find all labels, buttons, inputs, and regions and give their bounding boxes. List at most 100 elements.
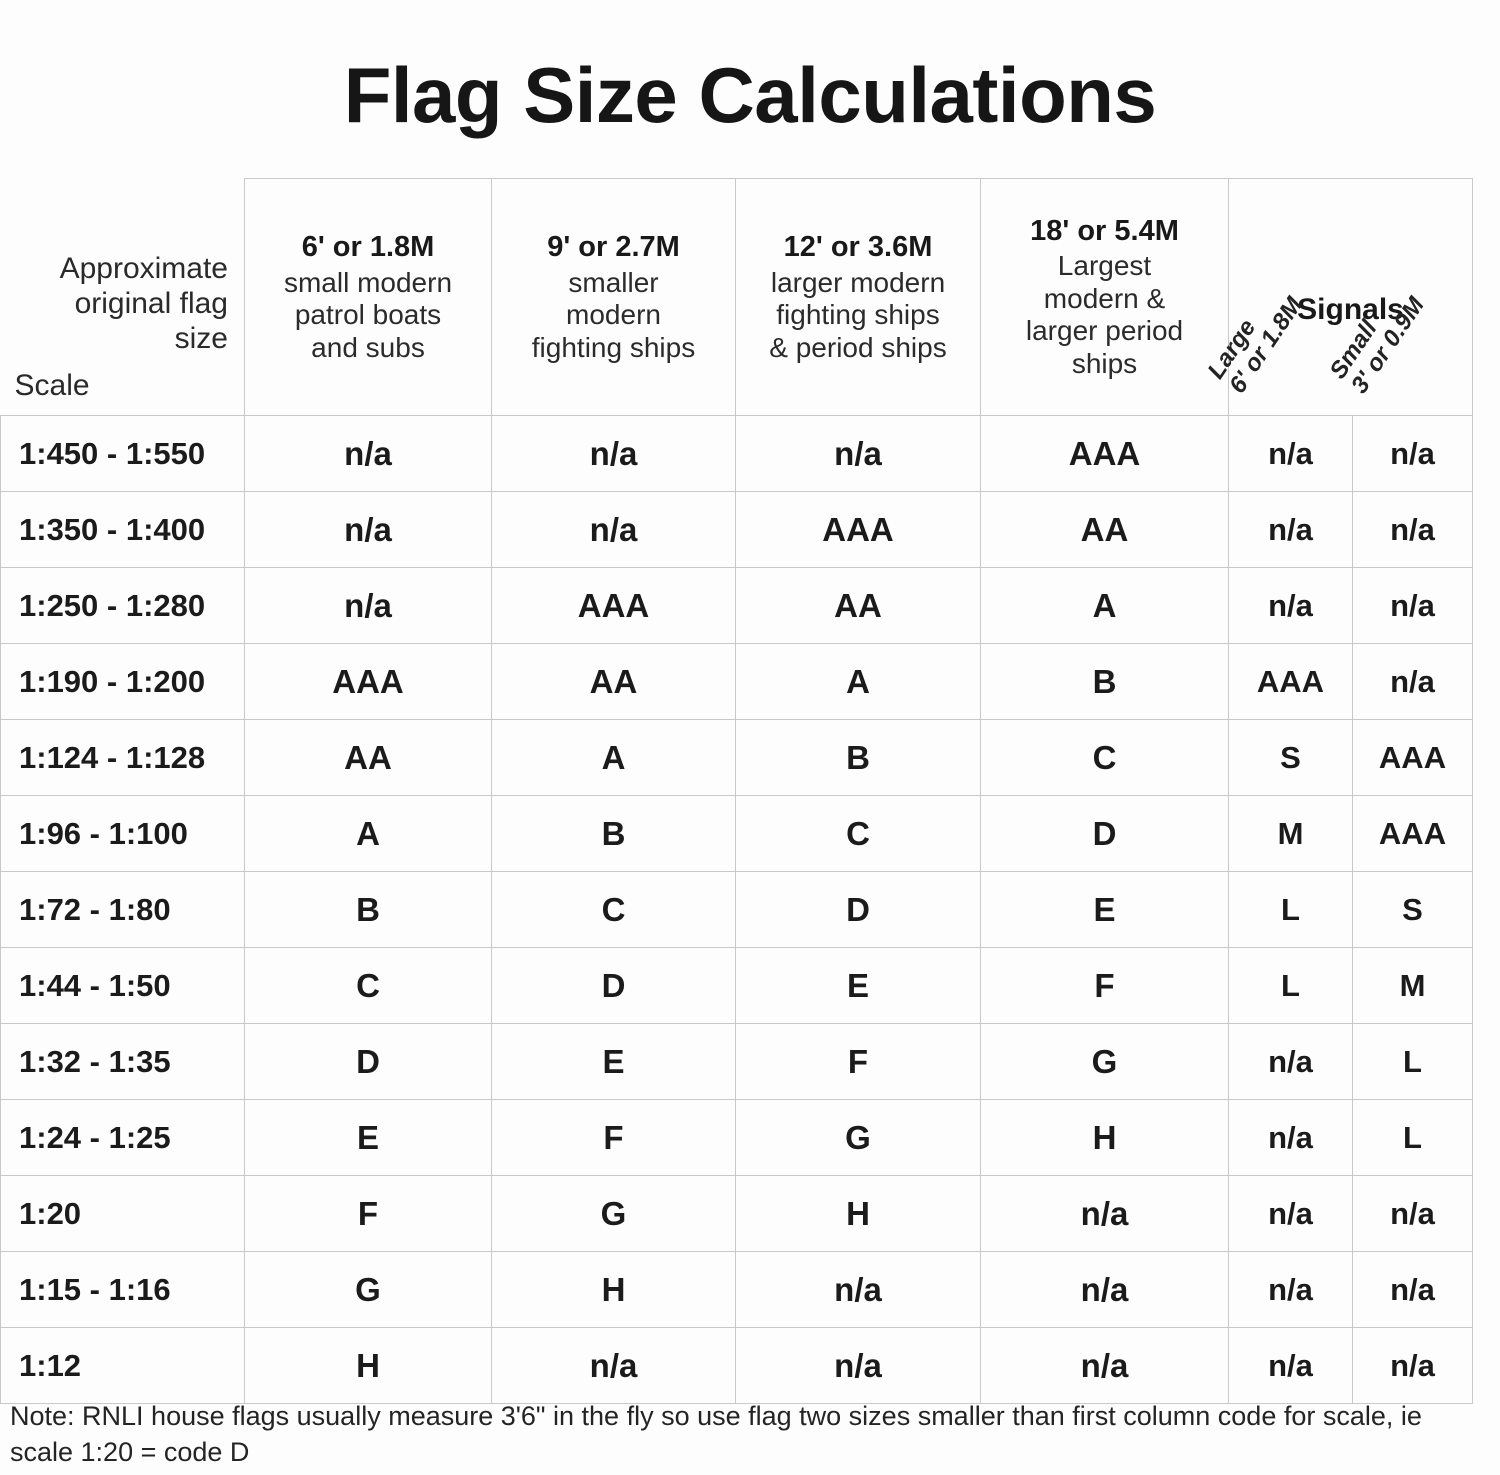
cell-signal-small: L bbox=[1351, 1023, 1474, 1100]
cell-signal-small: n/a bbox=[1351, 491, 1474, 568]
cell-12ft: E bbox=[735, 947, 981, 1024]
cell-6ft: AAA bbox=[244, 643, 492, 720]
cell-18ft: H bbox=[980, 1099, 1229, 1176]
corner-heading: Approximate original flag size bbox=[1, 237, 228, 356]
cell-signal-small: n/a bbox=[1351, 415, 1474, 492]
cell-9ft: D bbox=[491, 947, 736, 1024]
desc-line: smaller bbox=[568, 266, 659, 298]
cell-18ft: G bbox=[980, 1023, 1229, 1100]
cell-6ft: n/a bbox=[244, 567, 492, 644]
cell-scale: 1:96 - 1:100 bbox=[0, 795, 245, 872]
cell-6ft: n/a bbox=[244, 415, 492, 492]
cell-scale: 1:450 - 1:550 bbox=[0, 415, 245, 492]
cell-12ft: C bbox=[735, 795, 981, 872]
desc-line: modern bbox=[566, 299, 661, 331]
cell-signal-large: n/a bbox=[1228, 1251, 1353, 1328]
cell-signal-small: AAA bbox=[1351, 795, 1474, 872]
table-row: 1:44 - 1:50 C D E F L M bbox=[0, 947, 1474, 1024]
desc-line: ships bbox=[1071, 347, 1138, 379]
cell-scale: 1:124 - 1:128 bbox=[0, 719, 245, 796]
cell-scale: 1:190 - 1:200 bbox=[0, 643, 245, 720]
table-row: 1:190 - 1:200 AAA AA A B AAA n/a bbox=[0, 643, 1474, 720]
corner-header: Approximate original flag size Scale bbox=[0, 178, 245, 416]
desc-line: Largest bbox=[1057, 250, 1152, 282]
cell-signal-large: S bbox=[1228, 719, 1353, 796]
page-title: Flag Size Calculations bbox=[343, 51, 1157, 139]
cell-signal-large: n/a bbox=[1228, 1327, 1353, 1404]
cell-6ft: AA bbox=[244, 719, 492, 796]
cell-12ft: AAA bbox=[735, 491, 981, 568]
cell-signal-large: n/a bbox=[1228, 491, 1353, 568]
cell-18ft: C bbox=[980, 719, 1229, 796]
cell-6ft: n/a bbox=[244, 491, 492, 568]
cell-18ft: AA bbox=[980, 491, 1229, 568]
column-header-18ft-size: 18' or 5.4M bbox=[1030, 214, 1179, 247]
cell-scale: 1:15 - 1:16 bbox=[0, 1251, 245, 1328]
column-header-9ft: 9' or 2.7M smaller modern fighting ships bbox=[491, 178, 736, 416]
column-header-9ft-desc: smaller modern fighting ships bbox=[498, 267, 729, 364]
cell-9ft: AA bbox=[491, 643, 736, 720]
cell-scale: 1:20 bbox=[0, 1175, 245, 1252]
corner-heading-line-3: size bbox=[174, 322, 228, 356]
desc-line: modern & bbox=[1043, 282, 1166, 314]
cell-12ft: A bbox=[735, 643, 981, 720]
cell-9ft: B bbox=[491, 795, 736, 872]
cell-18ft: n/a bbox=[980, 1251, 1229, 1328]
cell-12ft: n/a bbox=[735, 1251, 981, 1328]
cell-scale: 1:32 - 1:35 bbox=[0, 1023, 245, 1100]
cell-12ft: H bbox=[735, 1175, 981, 1252]
signals-title: Signals bbox=[1297, 293, 1404, 326]
table-row: 1:350 - 1:400 n/a n/a AAA AA n/a n/a bbox=[0, 491, 1474, 568]
column-header-12ft: 12' or 3.6M larger modern fighting ships… bbox=[735, 178, 981, 416]
corner-heading-line-1: Approximate bbox=[59, 252, 228, 286]
desc-line: & period ships bbox=[769, 331, 947, 363]
desc-line: fighting ships bbox=[531, 331, 696, 363]
cell-signal-small: n/a bbox=[1351, 1327, 1474, 1404]
cell-12ft: D bbox=[735, 871, 981, 948]
column-header-18ft-desc: Largest modern & larger period ships bbox=[987, 250, 1222, 380]
cell-scale: 1:24 - 1:25 bbox=[0, 1099, 245, 1176]
scale-axis-label: Scale bbox=[14, 369, 90, 402]
desc-line: fighting ships bbox=[776, 299, 940, 331]
cell-9ft: F bbox=[491, 1099, 736, 1176]
table-header: Approximate original flag size Scale 6' … bbox=[0, 178, 1474, 416]
cell-signal-large: n/a bbox=[1228, 1023, 1353, 1100]
desc-line: patrol boats bbox=[294, 299, 442, 331]
cell-signal-large: n/a bbox=[1228, 567, 1353, 644]
cell-18ft: n/a bbox=[980, 1327, 1229, 1404]
cell-signal-large: M bbox=[1228, 795, 1353, 872]
signals-small-label: Small 3' or 0.9M bbox=[1324, 278, 1430, 399]
cell-scale: 1:44 - 1:50 bbox=[0, 947, 245, 1024]
signals-subheaders: Large 6' or 1.8M Small 3' or 0.9M bbox=[1202, 257, 1472, 405]
cell-scale: 1:12 bbox=[0, 1327, 245, 1404]
cell-signal-large: n/a bbox=[1228, 1175, 1353, 1252]
column-header-18ft: 18' or 5.4M Largest modern & larger peri… bbox=[980, 178, 1229, 416]
cell-signal-small: M bbox=[1351, 947, 1474, 1024]
table-row: 1:450 - 1:550 n/a n/a n/a AAA n/a n/a bbox=[0, 415, 1474, 492]
table-row: 1:124 - 1:128 AA A B C S AAA bbox=[0, 719, 1474, 796]
cell-12ft: G bbox=[735, 1099, 981, 1176]
cell-signal-small: n/a bbox=[1351, 1175, 1474, 1252]
cell-9ft: E bbox=[491, 1023, 736, 1100]
column-header-9ft-size: 9' or 2.7M bbox=[547, 230, 680, 263]
cell-18ft: A bbox=[980, 567, 1229, 644]
cell-9ft: AAA bbox=[491, 567, 736, 644]
cell-signal-large: L bbox=[1228, 871, 1353, 948]
cell-6ft: F bbox=[244, 1175, 492, 1252]
cell-18ft: F bbox=[980, 947, 1229, 1024]
cell-12ft: F bbox=[735, 1023, 981, 1100]
table-row: 1:72 - 1:80 B C D E L S bbox=[0, 871, 1474, 948]
cell-12ft: B bbox=[735, 719, 981, 796]
cell-signal-large: L bbox=[1228, 947, 1353, 1024]
cell-18ft: E bbox=[980, 871, 1229, 948]
cell-9ft: H bbox=[491, 1251, 736, 1328]
cell-9ft: n/a bbox=[491, 415, 736, 492]
cell-6ft: B bbox=[244, 871, 492, 948]
cell-9ft: n/a bbox=[491, 491, 736, 568]
cell-6ft: C bbox=[244, 947, 492, 1024]
desc-line: and subs bbox=[311, 331, 425, 363]
